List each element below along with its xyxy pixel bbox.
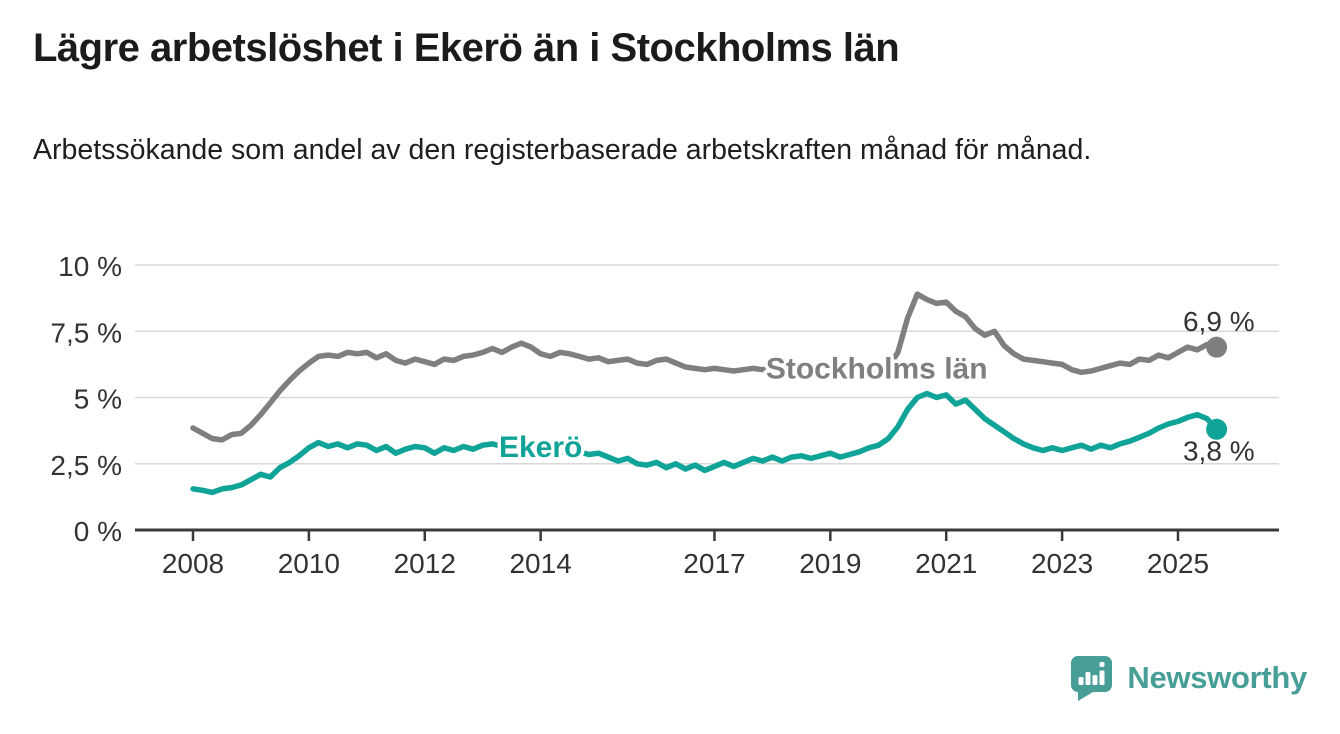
series-line-ekero bbox=[190, 390, 1220, 496]
y-axis-labels: 0 % 2,5 % 5 % 7,5 % 10 % bbox=[50, 251, 122, 547]
series-annotations: Stockholms län 6,9 % Ekerö 3,8 % bbox=[495, 306, 1255, 467]
y-axis-tick-label: 10 % bbox=[58, 251, 122, 282]
x-axis-tick-label: 2023 bbox=[1031, 548, 1093, 579]
y-axis-tick-label: 2,5 % bbox=[50, 450, 122, 481]
x-axis-tick-label: 2019 bbox=[799, 548, 861, 579]
x-axis-tick-label: 2010 bbox=[278, 548, 340, 579]
series-inline-label: Ekerö bbox=[499, 431, 582, 464]
x-axis-tick-label: 2025 bbox=[1147, 548, 1209, 579]
x-axis-tick-label: 2021 bbox=[915, 548, 977, 579]
y-axis-tick-label: 7,5 % bbox=[50, 317, 122, 348]
gridlines bbox=[135, 264, 1279, 465]
x-axis-tick-label: 2008 bbox=[162, 548, 224, 579]
newsworthy-logo-icon bbox=[1071, 656, 1113, 701]
x-axis bbox=[135, 528, 1279, 541]
series-end-dot bbox=[1206, 418, 1228, 440]
y-axis-tick-label: 0 % bbox=[74, 516, 122, 547]
series-inline-label: Stockholms län bbox=[766, 352, 988, 385]
line-chart: 2008 2010 2012 2014 2017 2019 2021 2023 2025 0 %… bbox=[50, 251, 1279, 579]
chart-title: Lägre arbetslöshet i Ekerö än i Stockhol… bbox=[33, 26, 900, 70]
chart-subtitle: Arbetssökande som andel av den registerb… bbox=[33, 134, 1092, 166]
series-line-stockholms-lan bbox=[190, 291, 1220, 443]
series-end-dot bbox=[1206, 336, 1228, 358]
series-lines bbox=[190, 291, 1220, 496]
y-axis-tick-label: 5 % bbox=[74, 384, 122, 415]
series-end-value-label: 6,9 % bbox=[1183, 306, 1255, 337]
newsworthy-brand-text: Newsworthy bbox=[1127, 660, 1307, 695]
x-axis-tick-label: 2014 bbox=[509, 548, 571, 579]
newsworthy-logo: Newsworthy bbox=[1069, 654, 1307, 702]
x-axis-tick-label: 2017 bbox=[683, 548, 745, 579]
series-end-value-label: 3,8 % bbox=[1183, 435, 1255, 466]
x-axis-tick-labels: 2008 2010 2012 2014 2017 2019 2021 2023 2025 bbox=[162, 548, 1209, 579]
x-axis-tick-label: 2012 bbox=[394, 548, 456, 579]
